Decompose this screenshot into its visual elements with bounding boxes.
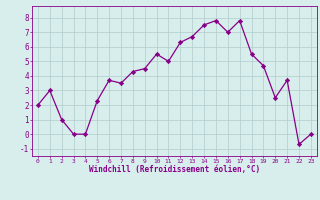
X-axis label: Windchill (Refroidissement éolien,°C): Windchill (Refroidissement éolien,°C) bbox=[89, 165, 260, 174]
